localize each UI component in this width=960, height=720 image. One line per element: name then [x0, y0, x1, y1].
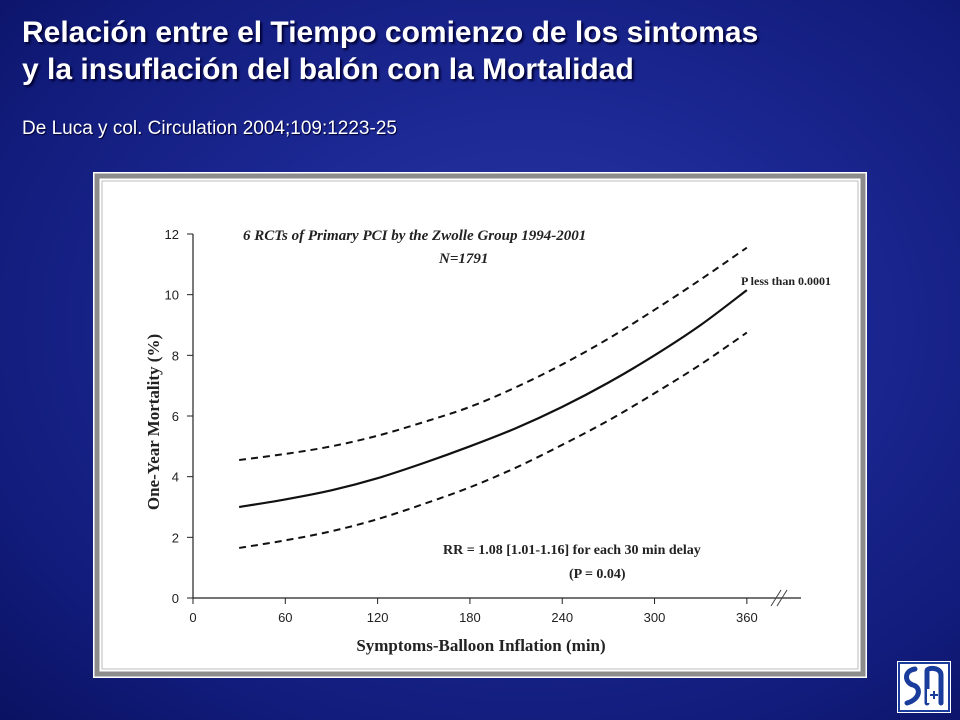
- mortality-curve: [238, 289, 748, 509]
- x-axis-label: Symptoms-Balloon Inflation (min): [356, 636, 605, 655]
- x-axis-break: [770, 589, 788, 607]
- citation: De Luca y col. Circulation 2004;109:1223…: [22, 118, 397, 139]
- sociedad-logo-icon: [897, 661, 951, 713]
- x-tick-label: 0: [189, 610, 196, 625]
- x-tick-label: 60: [278, 610, 292, 625]
- chart-title: 6 RCTs of Primary PCI by the Zwolle Grou…: [243, 228, 586, 244]
- p-value-annotation: P less than 0.0001: [741, 274, 831, 288]
- y-tick-label: 2: [172, 530, 179, 545]
- slide-title: Relación entre el Tiempo comienzo de los…: [22, 14, 952, 88]
- slide-title-line2: y la insuflación del balón con la Mortal…: [22, 53, 634, 86]
- y-tick-label: 8: [172, 348, 179, 363]
- y-tick-label: 4: [172, 470, 179, 485]
- y-tick-label: 6: [172, 409, 179, 424]
- series-lines: [238, 246, 748, 549]
- x-tick-label: 360: [736, 610, 758, 625]
- rr-annotation: RR = 1.08 [1.01-1.16] for each 30 min de…: [443, 543, 701, 558]
- x-tick-label: 120: [367, 610, 389, 625]
- chart-subtitle: N=1791: [438, 251, 488, 267]
- chart-figure: 0 2 4 6 8 10 12 0 60 120 180 240 300 360 6 RCTs of Pr…: [93, 172, 867, 678]
- y-tick-label: 12: [165, 227, 179, 242]
- x-tick-label: 240: [551, 610, 573, 625]
- y-axis-label: One-Year Mortality (%): [144, 334, 163, 510]
- x-tick-label: 180: [459, 610, 481, 625]
- rr-p-annotation: (P = 0.04): [569, 567, 626, 582]
- chart-frame-inner: [101, 180, 859, 670]
- upper-ci-curve: [239, 246, 748, 461]
- x-tick-label: 300: [644, 610, 666, 625]
- lower-ci-curve: [238, 331, 748, 549]
- chart-frame: [94, 173, 866, 677]
- y-tick-label: 0: [172, 591, 179, 606]
- slide-title-line1: Relación entre el Tiempo comienzo de los…: [22, 16, 759, 49]
- y-tick-label: 10: [165, 288, 179, 303]
